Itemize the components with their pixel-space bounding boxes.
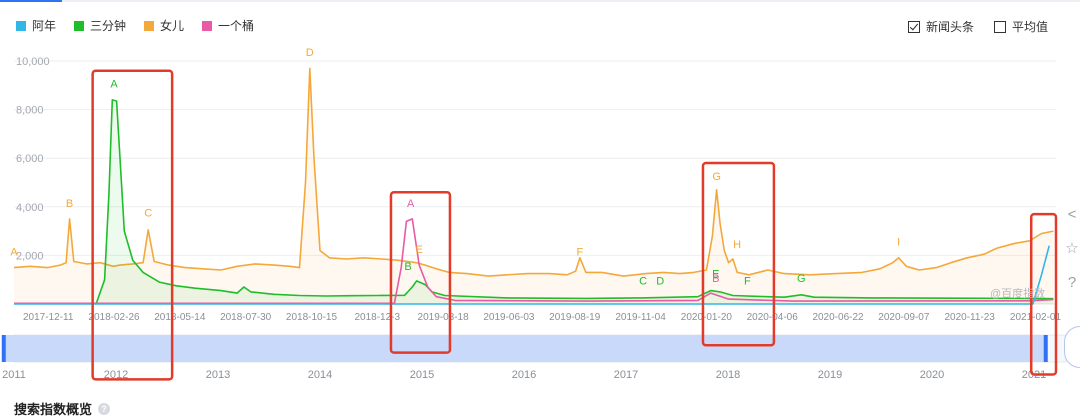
highlight-box [389, 190, 452, 354]
navigator-right-handle [1043, 335, 1048, 362]
series-line [14, 245, 1050, 305]
legend-item-anian[interactable]: 阿年 [16, 17, 56, 34]
navigator-year-label: 2015 [410, 369, 434, 381]
legend-item-sanfenzhong[interactable]: 三分钟 [74, 17, 126, 34]
navigator-year-label: 2017 [614, 369, 638, 381]
series-area [14, 68, 1054, 304]
navigator-left-handle [1, 335, 6, 362]
news-annotation-label: B [404, 261, 411, 273]
section-title-text: 搜索指数概览 [14, 402, 93, 417]
news-checkbox[interactable] [907, 20, 920, 33]
x-tick-label: 2018-10-15 [286, 312, 338, 323]
x-tick-label: 2017-12-11 [23, 312, 74, 323]
average-toggle[interactable]: 平均值 [993, 18, 1048, 35]
x-tick-label: 2020-09-07 [878, 312, 930, 323]
active-tab-indicator[interactable] [0, 0, 62, 2]
x-tick-label: 2018-05-14 [154, 312, 206, 323]
navigator-year-label: 2014 [308, 369, 332, 381]
y-tick-label: 4,000 [16, 202, 44, 214]
tab-underline [0, 0, 1080, 2]
legend-swatch [16, 20, 26, 31]
news-annotation-label: E [416, 244, 423, 256]
legend-swatch [144, 20, 155, 31]
legend-item-nver[interactable]: 女儿 [144, 17, 184, 34]
x-tick-label: 2020-01-20 [681, 312, 733, 323]
legend-label: 一个桶 [218, 19, 255, 33]
average-checkbox[interactable] [993, 20, 1006, 33]
x-tick-label: 2019-11-04 [615, 312, 666, 323]
news-annotation-label: B [66, 198, 73, 210]
side-float-button[interactable] [1064, 326, 1080, 368]
x-tick-label: 2020-04-06 [747, 312, 799, 323]
x-tick-label: 2019-06-03 [483, 312, 535, 323]
news-annotation-label: F [744, 276, 751, 288]
y-tick-label: 10,000 [16, 56, 50, 68]
navigator-year-label: 2013 [206, 369, 230, 381]
x-tick-label: 2018-12-3 [354, 312, 400, 323]
highlight-box [91, 69, 174, 381]
news-annotation-label: C [144, 208, 152, 220]
side-toolbar: < ☆ ? [1064, 205, 1080, 293]
highlight-box [701, 161, 776, 347]
legend-label: 女儿 [160, 19, 185, 33]
news-annotation-label: A [110, 79, 118, 91]
x-tick-label: 2021-02-01 [1010, 312, 1062, 323]
news-annotation-label: G [797, 273, 806, 285]
x-tick-label: 2020-11-23 [944, 312, 995, 323]
news-headline-toggle[interactable]: 新闻头条 [907, 18, 974, 35]
help-icon[interactable]: ? [1067, 274, 1077, 291]
news-annotation-label: C [639, 276, 647, 288]
star-icon[interactable]: ☆ [1065, 240, 1079, 257]
section-title: 搜索指数概览? [14, 399, 111, 418]
news-label: 新闻头条 [925, 20, 974, 34]
y-tick-label: 2,000 [16, 250, 44, 262]
navigator-selection [3, 335, 1046, 362]
y-tick-label: 6,000 [16, 153, 44, 165]
navigator-year-label: 2020 [920, 369, 944, 381]
chart-legend: 阿年 三分钟 女儿 一个桶 [16, 17, 254, 34]
news-annotation-label: D [306, 47, 314, 59]
news-annotation-label: G [712, 171, 721, 183]
news-annotation-label: D [656, 276, 664, 288]
news-annotation-label: A [10, 246, 18, 258]
legend-label: 三分钟 [90, 19, 127, 33]
news-annotation-label: H [733, 239, 741, 251]
legend-swatch [74, 20, 85, 31]
x-tick-label: 2020-06-22 [812, 312, 864, 323]
legend-label: 阿年 [32, 19, 57, 33]
navigator-year-label: 2019 [818, 369, 842, 381]
y-tick-label: 8,000 [16, 105, 44, 117]
question-icon[interactable]: ? [98, 402, 111, 415]
share-icon[interactable]: < [1067, 206, 1077, 223]
news-annotation-label: A [407, 198, 415, 210]
highlight-box [1029, 212, 1058, 376]
x-tick-label: 2019-03-18 [418, 312, 470, 323]
legend-item-yigetong[interactable]: 一个桶 [202, 17, 254, 34]
series-line [13, 67, 1054, 277]
series-line [14, 218, 1054, 305]
navigator-year-label: 2018 [716, 369, 740, 381]
navigator-year-label: 2011 [2, 369, 26, 381]
average-label: 平均值 [1011, 20, 1048, 34]
navigator-year-label: 2012 [104, 369, 128, 381]
x-tick-label: 2019-08-19 [549, 312, 601, 323]
watermark: @百度指数 [990, 288, 1046, 300]
news-annotation-label: B [712, 273, 719, 285]
news-annotation-label: E [712, 268, 719, 280]
legend-swatch [202, 20, 213, 31]
news-annotation-label: F [577, 246, 584, 258]
navigator-year-label: 2016 [512, 369, 536, 381]
chart-options: 新闻头条 平均值 [907, 18, 1048, 35]
news-annotation-label: I [897, 237, 900, 249]
x-tick-label: 2018-07-30 [220, 312, 272, 323]
x-tick-label: 2018-02-26 [88, 312, 140, 323]
